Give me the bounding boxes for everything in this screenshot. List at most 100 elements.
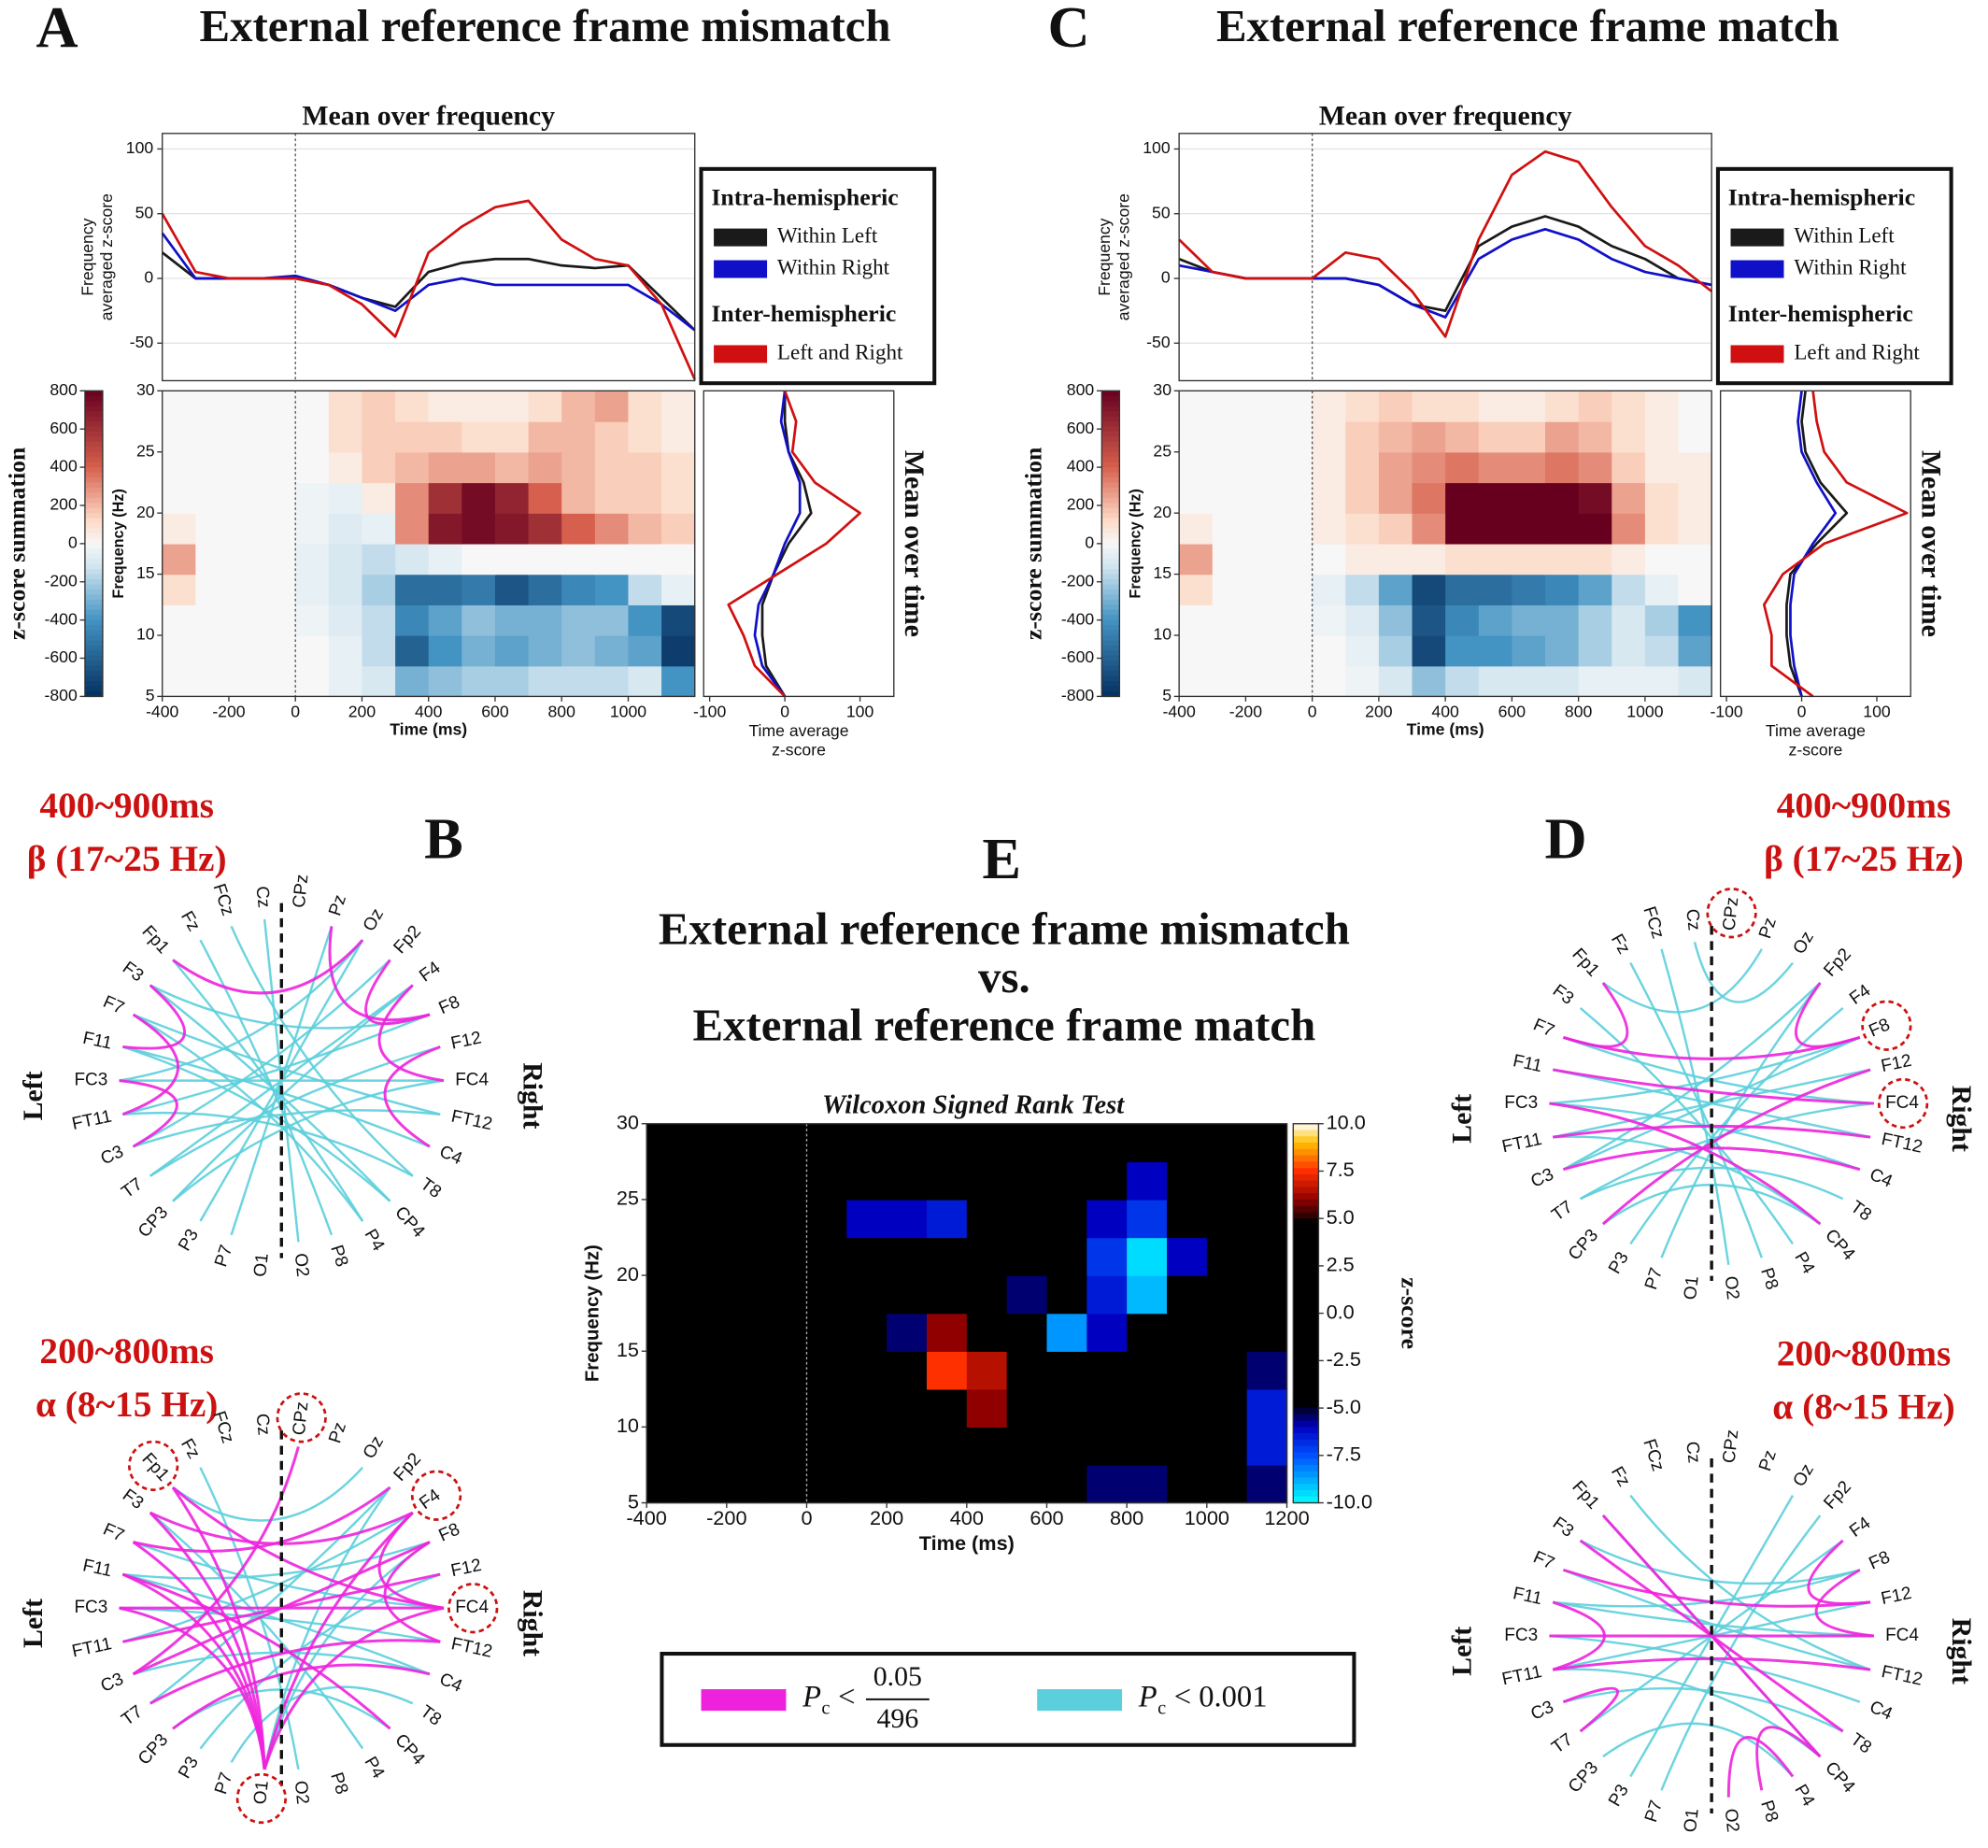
colorbar-segment [84, 507, 103, 514]
colorbar-segment [1293, 1275, 1319, 1283]
heatmap-cell [806, 1275, 847, 1315]
heatmap-cell [926, 1275, 968, 1315]
heatmap-cell [528, 543, 562, 576]
colorbar-label: z-score [1397, 1277, 1424, 1349]
heatmap-cell [528, 421, 562, 453]
heatmap-cell [162, 482, 197, 514]
electrode-label: P3 [175, 1754, 203, 1783]
heatmap-cell [887, 1275, 928, 1315]
heatmap-cell [1046, 1237, 1088, 1276]
electrode-label: F7 [1530, 1547, 1557, 1573]
heatmap-cell [1678, 451, 1712, 484]
colorbar-segment [1101, 401, 1120, 407]
electrode-label: F12 [1880, 1051, 1913, 1076]
electrode-label: FC4 [455, 1071, 489, 1090]
heatmap-cell [1478, 604, 1513, 636]
highlight-ring [276, 1392, 327, 1443]
connection [1602, 1722, 1794, 1778]
electrode-label: CP3 [1565, 1758, 1602, 1798]
heatmap-cell [686, 1161, 728, 1201]
series-line [727, 390, 861, 698]
colorbar-segment [1101, 599, 1120, 605]
heatmap-cell [628, 665, 662, 698]
connection [1579, 1006, 1795, 1245]
heatmap-cell [1412, 482, 1446, 514]
electrode-label: Fp1 [138, 1449, 174, 1485]
connection [122, 1512, 414, 1643]
heatmap-cell [887, 1427, 928, 1466]
electrode-label: T7 [1548, 1197, 1576, 1225]
colorbar-segment [84, 543, 103, 549]
electrode-label: O2 [1721, 1275, 1743, 1301]
electrode-label: Pz [325, 892, 350, 918]
connection [1755, 1726, 1822, 1791]
connection [172, 1663, 431, 1730]
colorbar-segment [84, 634, 103, 642]
heatmap-cell [766, 1199, 808, 1239]
colorbar-segment [84, 523, 103, 530]
heatmap-cell [162, 574, 197, 605]
heatmap-cell [1345, 665, 1380, 698]
y-tick-label: 20 [617, 1262, 639, 1286]
plot-frame [703, 390, 895, 698]
heatmap-cell [1612, 391, 1646, 422]
heatmap-cell [1279, 513, 1314, 545]
heatmap-cell [295, 391, 330, 422]
colorbar-tick-label: -2.5 [1327, 1347, 1361, 1371]
heatmap-cell [1212, 513, 1247, 545]
heatmap-cell [195, 482, 230, 514]
electrode-label: FC3 [74, 1598, 107, 1617]
colorbar-segment [84, 574, 103, 580]
heatmap-cell [1046, 1123, 1088, 1163]
y-tick-label: 5 [628, 1489, 639, 1513]
heatmap-cell [1378, 604, 1413, 636]
heatmap-cell [328, 451, 363, 484]
heatmap-cell [594, 543, 630, 576]
connection [1549, 1036, 1861, 1105]
connection [1553, 1600, 1874, 1638]
x-tick-label: -200 [706, 1506, 746, 1529]
connection [383, 1045, 441, 1148]
colorbar-label: z-score summation [3, 448, 30, 640]
heatmap-cell [686, 1464, 728, 1504]
heatmap-cell [1578, 421, 1612, 453]
colorbar-segment [1101, 594, 1120, 601]
heatmap-cell [1127, 1313, 1168, 1352]
frequency-band: β (17~25 Hz) [1764, 838, 1964, 879]
heatmap-cell [428, 391, 463, 422]
colorbar-tick-label: 0 [68, 533, 78, 552]
colorbar-segment [1293, 1143, 1319, 1150]
colorbar-segment [84, 528, 103, 534]
legend-entry: Within Left [777, 222, 878, 247]
heatmap-cell [628, 634, 662, 667]
x-tick-label: 1000 [610, 703, 646, 721]
heatmap-cell [195, 421, 230, 453]
heatmap-cell [561, 665, 596, 698]
colorbar-tick-label: -400 [45, 609, 78, 628]
heatmap-cell [328, 513, 363, 545]
electrode-label: F4 [1846, 1514, 1875, 1542]
colorbar-segment [1101, 690, 1120, 698]
colorbar-segment [84, 681, 103, 688]
heatmap-cell [494, 482, 530, 514]
electrode-label: CPz [1720, 896, 1743, 931]
series-line [753, 391, 802, 698]
colorbar-segment [1293, 1256, 1319, 1264]
heatmap-cell [1086, 1161, 1128, 1201]
heatmap-cell [686, 1123, 728, 1163]
x-tick-label: -400 [626, 1506, 666, 1529]
highlight-ring [1706, 888, 1757, 939]
heatmap-cell [1206, 1388, 1248, 1429]
electrode-label: CP3 [1565, 1226, 1602, 1265]
x-tick-label: -400 [1163, 703, 1196, 721]
heatmap-cell [646, 1123, 688, 1163]
colorbar-tick-label: -200 [45, 571, 78, 590]
electrode-label: P3 [1605, 1249, 1633, 1278]
chart-title: Mean over frequency [1319, 100, 1572, 131]
heatmap-cell [726, 1161, 768, 1201]
electrode-label: P7 [211, 1770, 236, 1798]
electrode-label: F7 [1530, 1015, 1557, 1041]
colorbar-segment [84, 391, 103, 397]
plot-frame [162, 133, 696, 382]
connection [121, 1013, 179, 1116]
